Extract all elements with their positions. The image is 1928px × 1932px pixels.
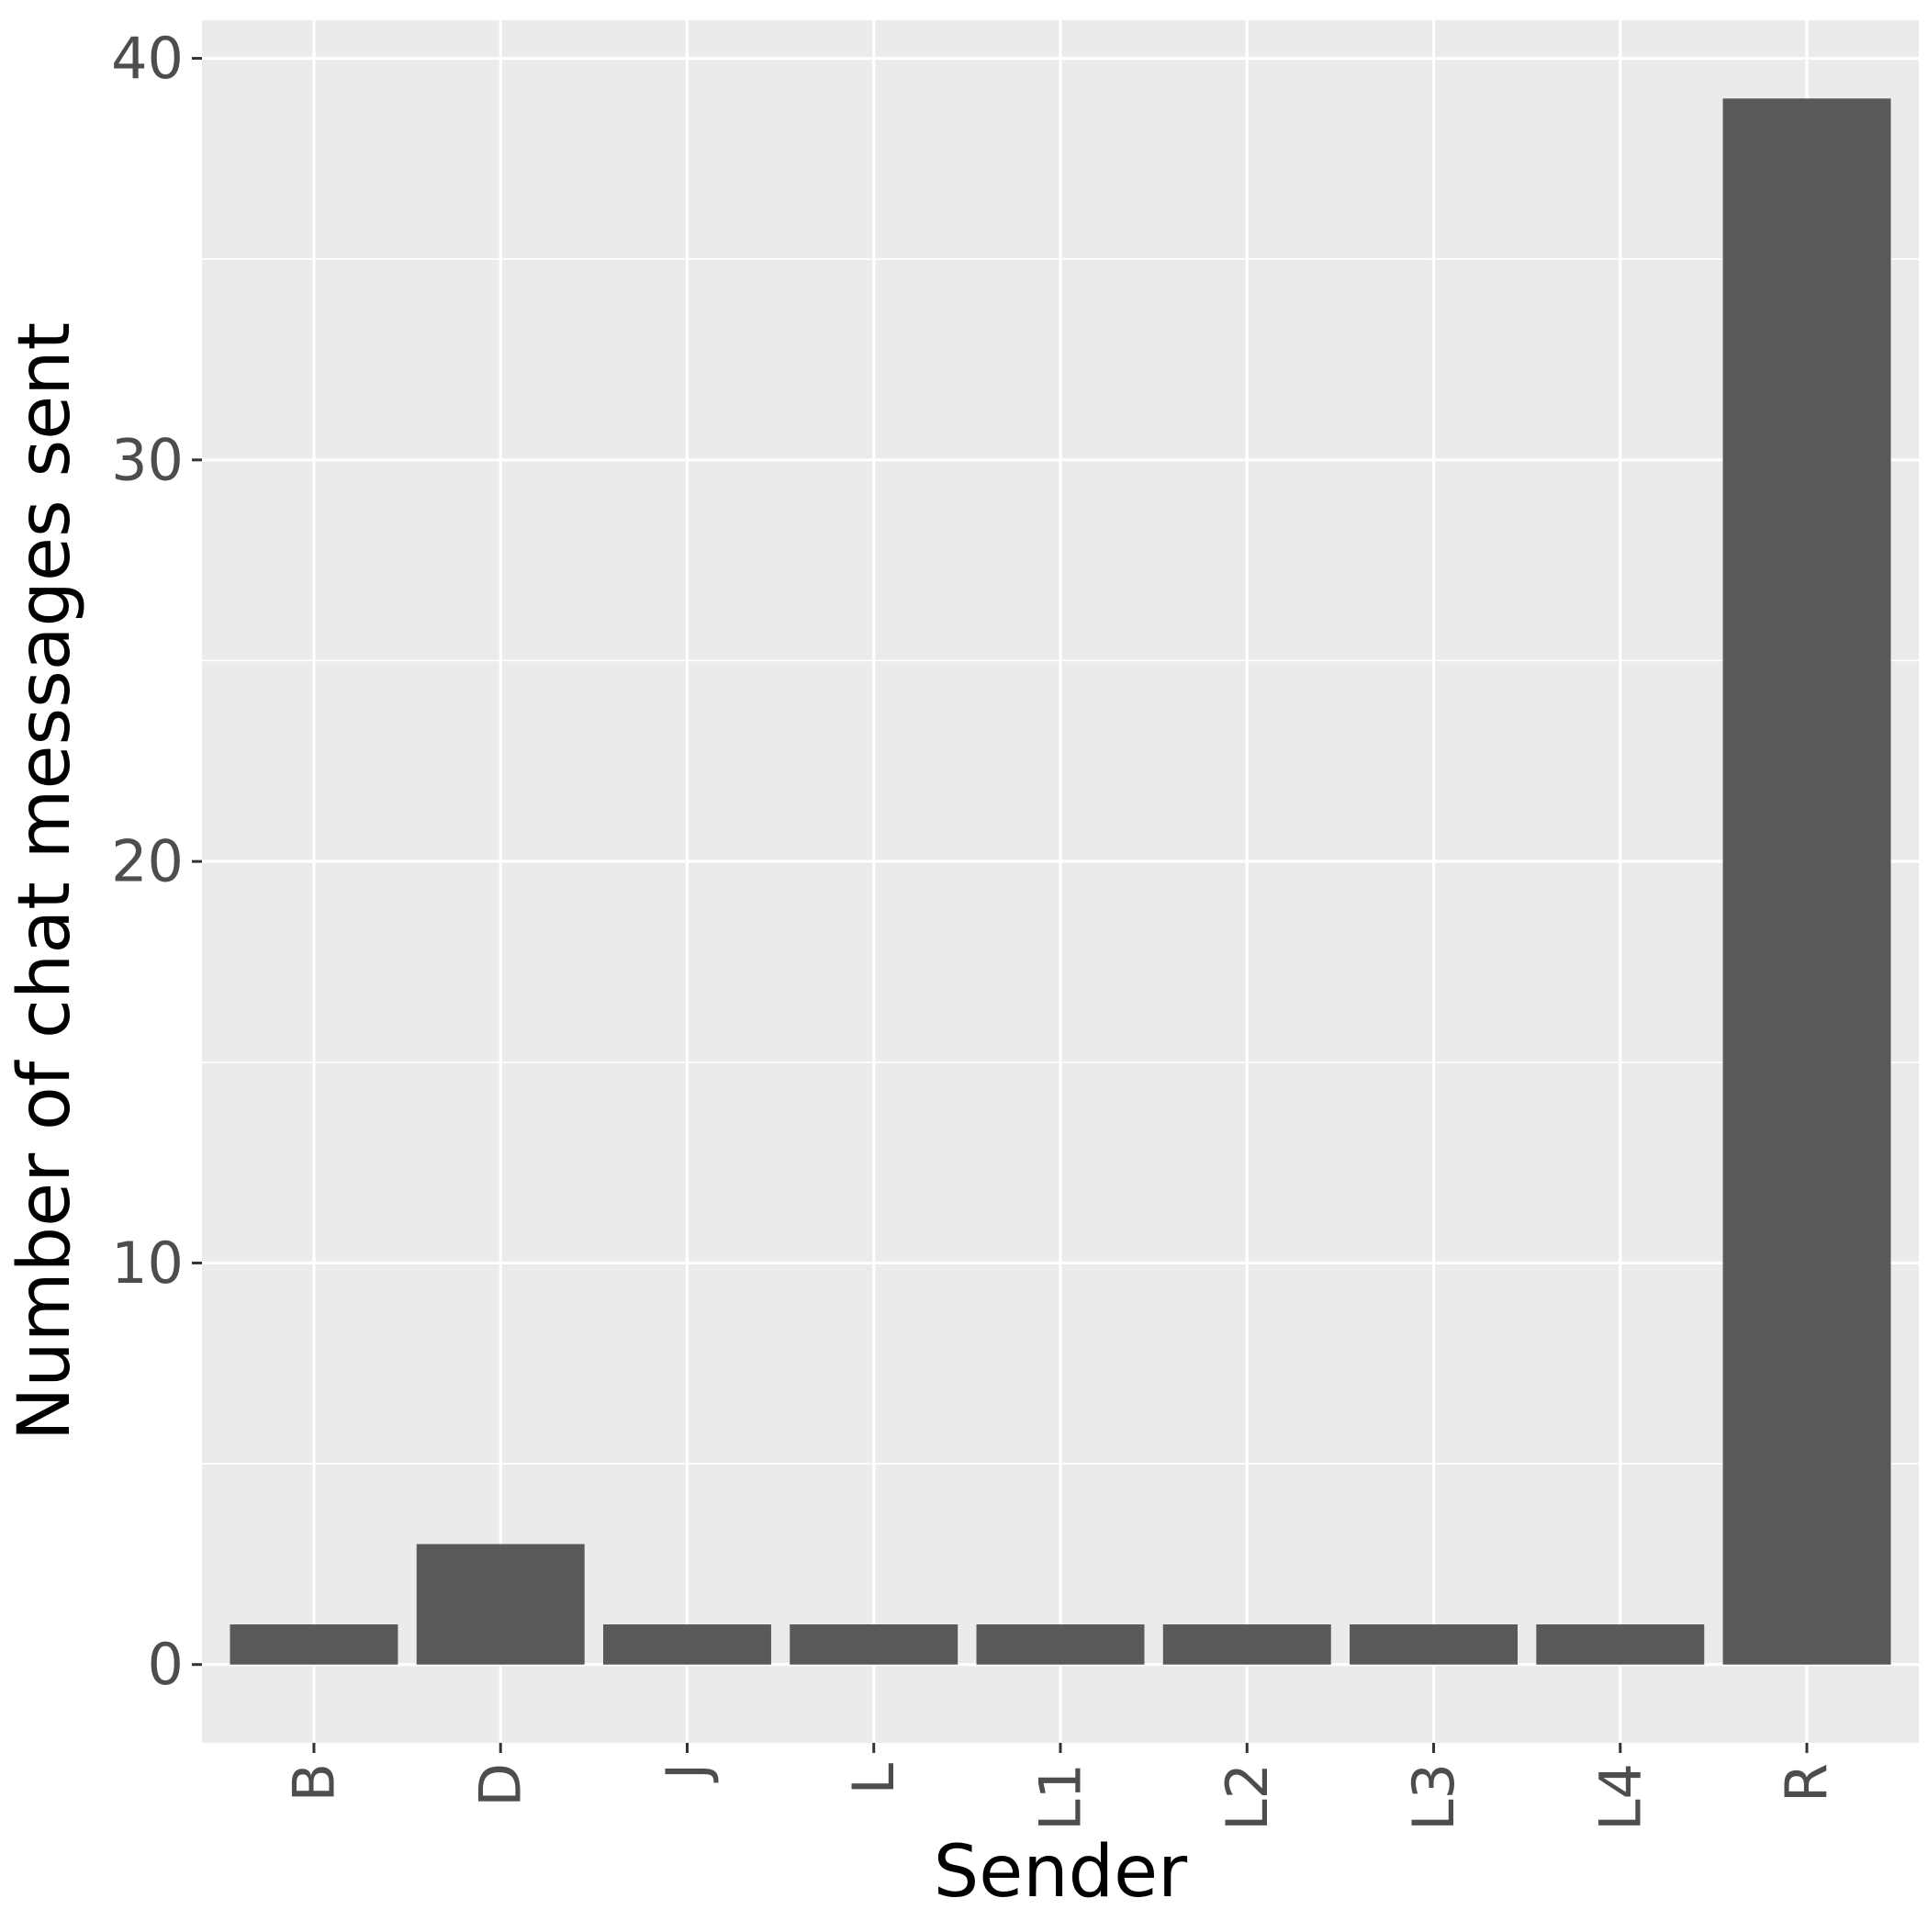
bar-l1 [976, 1623, 1145, 1665]
bar-r [1722, 98, 1891, 1665]
x-tick-label-b: B [280, 1763, 347, 1803]
x-tick-label-l3: L3 [1400, 1763, 1467, 1831]
x-tick-label-d: D [467, 1763, 534, 1807]
x-tick-label-l: L [840, 1763, 907, 1795]
x-tick-label-j: J [654, 1763, 721, 1783]
bar-l2 [1162, 1623, 1331, 1665]
bar-d [416, 1544, 585, 1665]
bar-j [603, 1623, 771, 1665]
x-tick-label-r: R [1774, 1763, 1841, 1803]
y-tick-label: 40 [111, 25, 184, 92]
bar-l4 [1536, 1623, 1705, 1665]
y-axis-title: Number of chat messages sent [4, 322, 86, 1441]
x-axis-title: Sender [934, 1831, 1188, 1914]
y-tick-label: 20 [111, 828, 184, 895]
x-tick-label-l2: L2 [1214, 1763, 1281, 1831]
bars [230, 98, 1891, 1665]
bar-l [790, 1623, 958, 1665]
x-tick-label-l4: L4 [1586, 1763, 1653, 1831]
x-tick-label-l1: L1 [1027, 1763, 1094, 1831]
y-axis-ticks: 0 10 20 30 40 [111, 25, 202, 1698]
y-tick-label: 10 [111, 1230, 184, 1297]
y-tick-label: 30 [111, 426, 184, 493]
x-axis-ticks: B D J L L1 L2 L3 L4 R [280, 1743, 1841, 1831]
bar-l3 [1350, 1623, 1518, 1665]
y-tick-label: 0 [148, 1631, 184, 1698]
grid-lines [202, 20, 1919, 1743]
bar-b [230, 1623, 398, 1665]
